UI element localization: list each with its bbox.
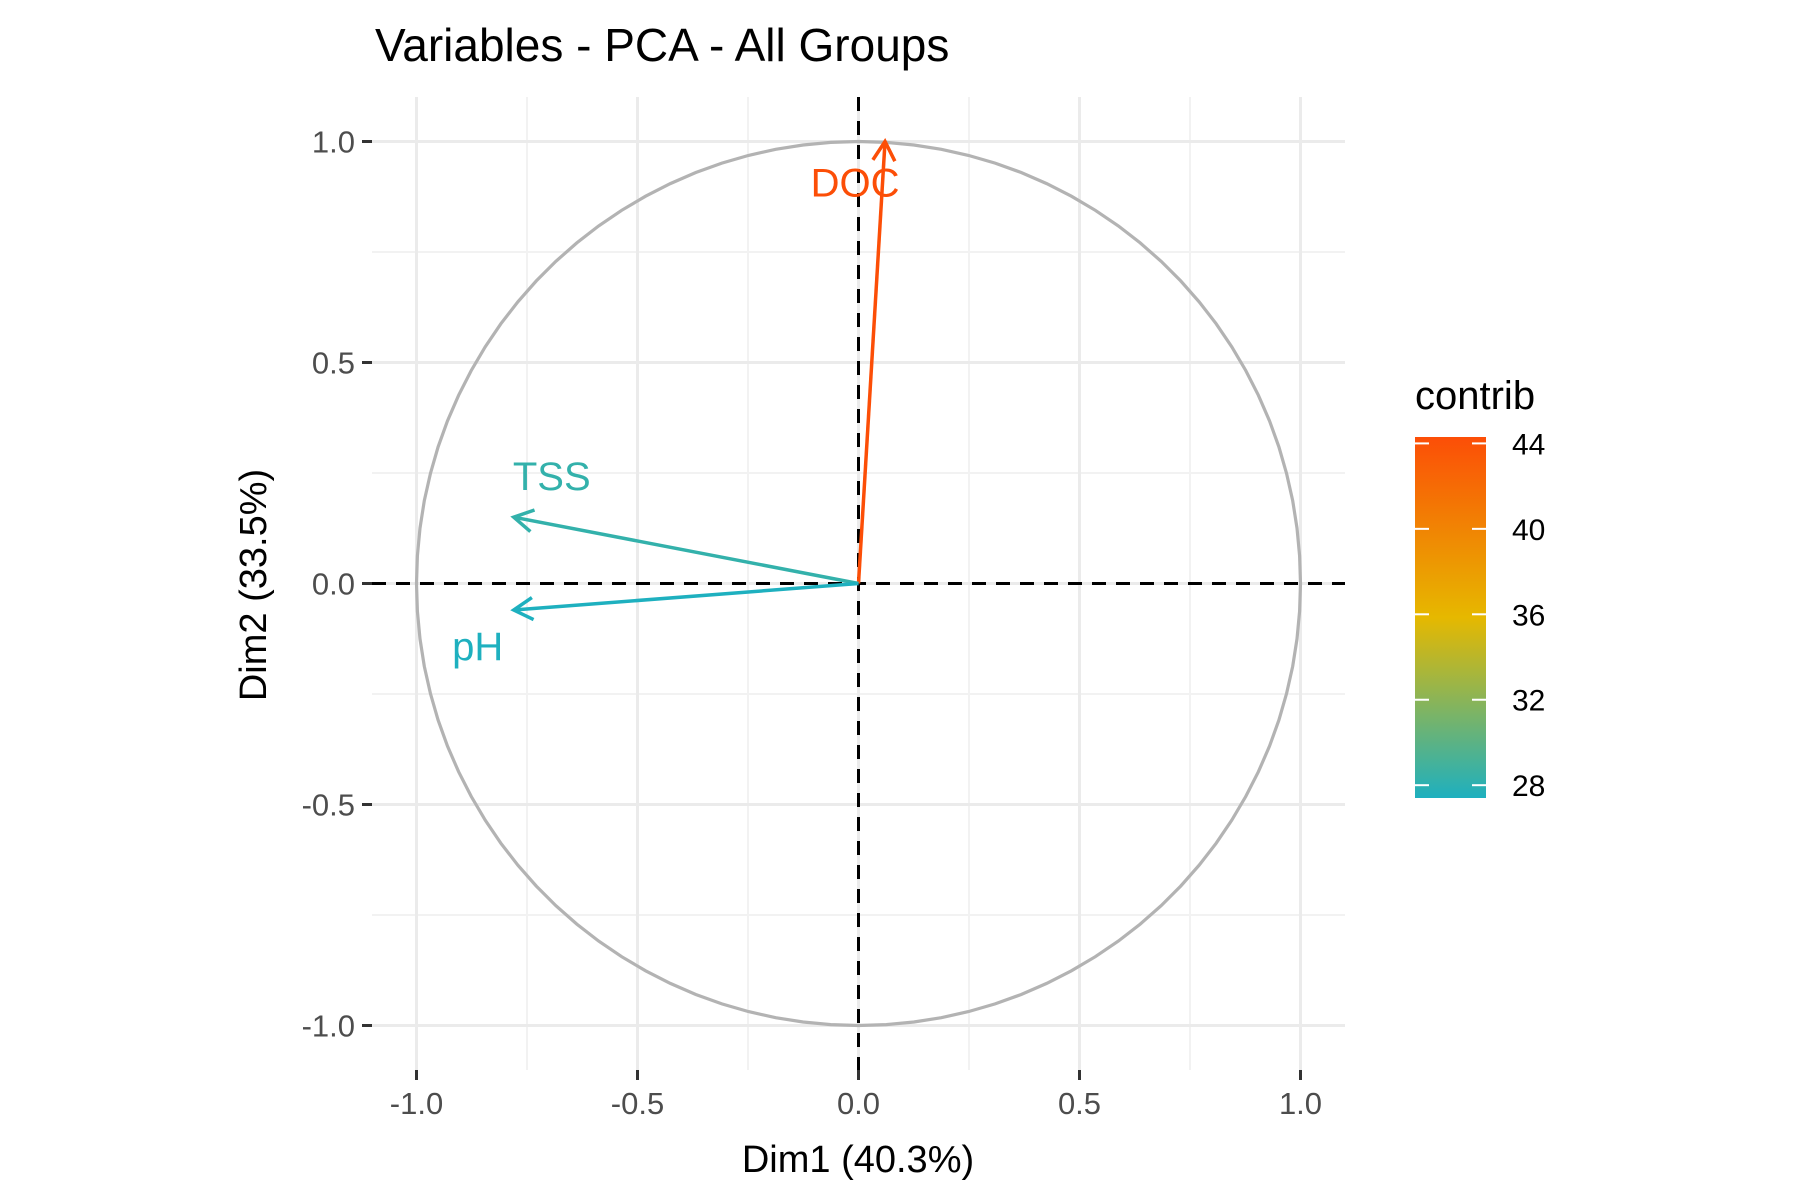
y-tick-label: -0.5 <box>302 788 355 823</box>
legend-tick-label: 28 <box>1512 770 1545 803</box>
arrowhead-ph <box>510 596 535 622</box>
legend-tick-label: 44 <box>1512 428 1545 461</box>
x-axis: -1.0 -0.5 0.0 0.5 1.0 <box>390 1070 1322 1121</box>
variable-label-tss: TSS <box>513 455 591 499</box>
arrow-doc <box>856 141 887 584</box>
legend: contrib 28 32 36 40 44 <box>1415 374 1545 803</box>
arrowhead-doc <box>871 138 897 162</box>
x-tick-label: -0.5 <box>611 1086 664 1121</box>
x-tick-label: -1.0 <box>390 1086 443 1121</box>
plot-panel: DOC TSS pH <box>372 97 1345 1070</box>
legend-ticks: 28 32 36 40 44 <box>1415 428 1545 803</box>
y-tick-label: 0.5 <box>312 346 355 381</box>
legend-tick-label: 36 <box>1512 599 1545 632</box>
x-tick-label: 0.0 <box>837 1086 880 1121</box>
variable-label-doc: DOC <box>811 162 900 206</box>
variable-arrows: DOC TSS pH <box>452 138 900 669</box>
legend-colorbar <box>1415 437 1486 798</box>
y-tick-label: 1.0 <box>312 125 355 160</box>
y-axis: -1.0 -0.5 0.0 0.5 1.0 <box>302 125 372 1044</box>
x-axis-title: Dim1 (40.3%) <box>742 1139 974 1181</box>
unit-circle <box>414 139 1303 1028</box>
y-axis-title: Dim2 (33.5%) <box>233 469 275 701</box>
chart-title: Variables - PCA - All Groups <box>375 19 949 71</box>
legend-tick-label: 32 <box>1512 685 1545 718</box>
arrow-ph <box>513 581 859 612</box>
y-tick-label: -1.0 <box>302 1009 355 1044</box>
x-tick-label: 1.0 <box>1279 1086 1322 1121</box>
arrow-tss <box>513 515 859 586</box>
legend-tick-label: 40 <box>1512 514 1545 547</box>
y-tick-label: 0.0 <box>312 567 355 602</box>
legend-title: contrib <box>1415 374 1535 418</box>
variable-label-ph: pH <box>452 625 503 669</box>
x-tick-label: 0.5 <box>1058 1086 1101 1121</box>
arrowhead-tss <box>510 508 536 533</box>
